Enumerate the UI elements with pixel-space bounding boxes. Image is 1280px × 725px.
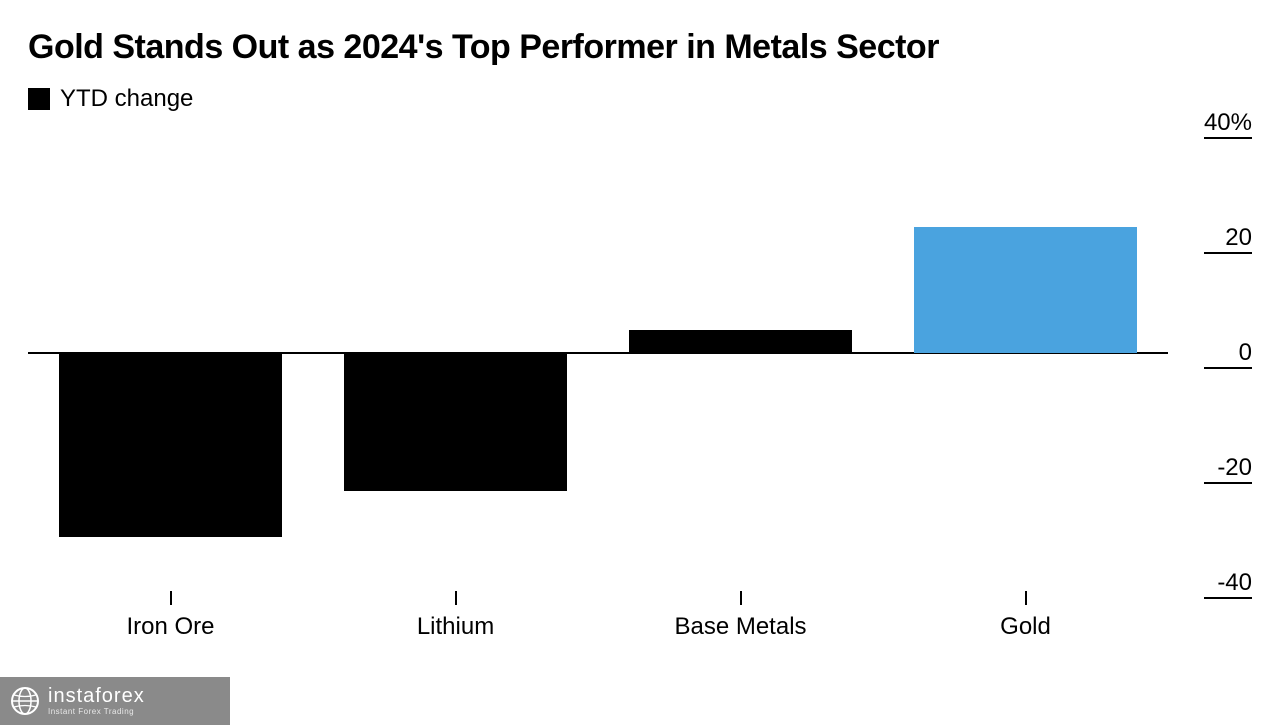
chart-title: Gold Stands Out as 2024's Top Performer …	[28, 28, 1252, 67]
bar-lithium	[344, 353, 566, 491]
y-axis: 40%200-20-40	[1172, 123, 1252, 583]
x-label: Lithium	[417, 613, 494, 641]
x-tick	[455, 591, 457, 605]
y-tick-line	[1204, 597, 1252, 599]
y-tick-line	[1204, 252, 1252, 254]
y-tick-line	[1204, 367, 1252, 369]
y-tick-line	[1204, 482, 1252, 484]
watermark-tagline: Instant Forex Trading	[48, 708, 145, 716]
watermark: instaforex Instant Forex Trading	[0, 677, 230, 725]
legend-swatch	[28, 88, 50, 110]
y-tick-label: 20	[1225, 224, 1252, 252]
x-axis: Iron Ore Lithium Base Metals Gold	[28, 583, 1168, 653]
y-tick-label: -20	[1217, 454, 1252, 482]
x-label: Iron Ore	[126, 613, 214, 641]
y-tick-label: 0	[1239, 339, 1252, 367]
legend: YTD change	[28, 85, 1252, 113]
y-tick-line	[1204, 137, 1252, 139]
bar-iron-ore	[59, 353, 281, 537]
y-tick-label: -40	[1217, 569, 1252, 597]
watermark-brand: instaforex	[48, 686, 145, 706]
chart: 40%200-20-40 Iron OreLithiumBase MetalsG…	[28, 123, 1252, 653]
x-tick	[1025, 591, 1027, 605]
x-tick	[170, 591, 172, 605]
x-label: Gold	[1000, 613, 1051, 641]
globe-icon	[10, 686, 40, 716]
plot-area	[28, 123, 1168, 583]
y-tick-label: 40%	[1204, 109, 1252, 137]
bar-gold	[914, 227, 1136, 354]
legend-label: YTD change	[60, 85, 193, 113]
bar-base-metals	[629, 330, 851, 353]
x-label: Base Metals	[674, 613, 806, 641]
x-tick	[740, 591, 742, 605]
